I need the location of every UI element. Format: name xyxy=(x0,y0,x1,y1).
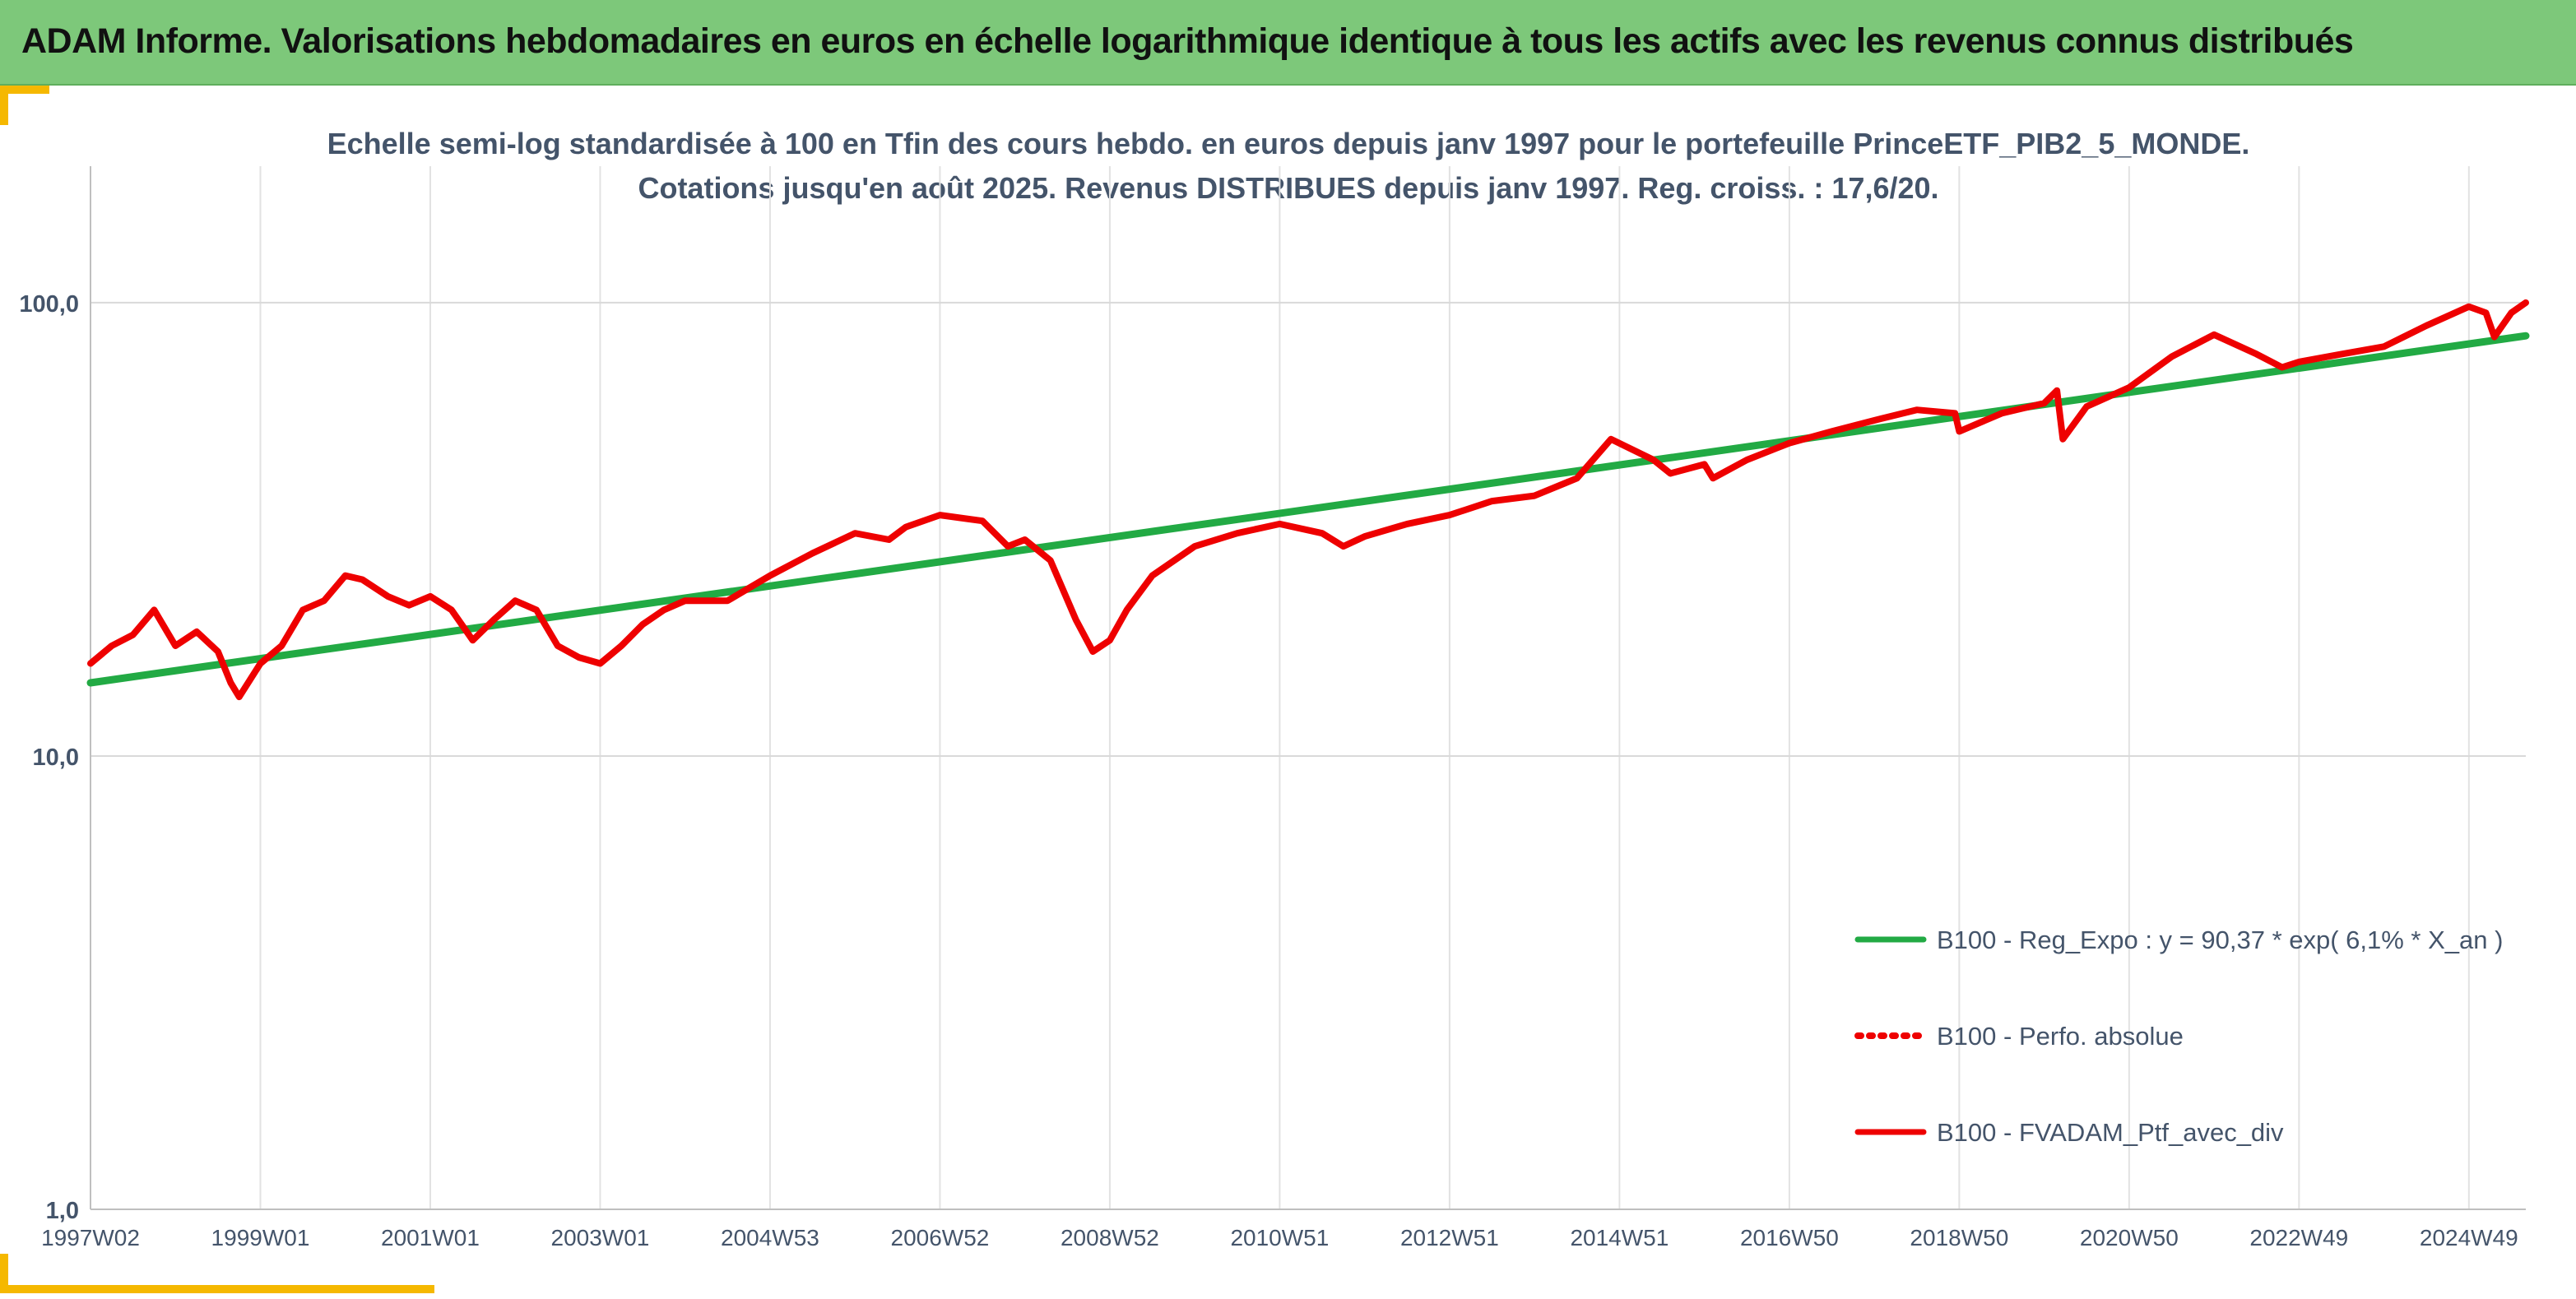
x-tick-label: 2018W50 xyxy=(1910,1225,2008,1250)
chart-svg: Echelle semi-log standardisée à 100 en T… xyxy=(19,127,2530,1250)
x-tick-label: 2004W53 xyxy=(721,1225,819,1250)
chart-title-line-2: Cotations jusqu'en août 2025. Revenus DI… xyxy=(638,171,1938,205)
legend-label-1: B100 - Reg_Expo : y = 90,37 * exp( 6,1% … xyxy=(1937,926,2503,954)
banner-title: ADAM Informe. Valorisations hebdomadaire… xyxy=(21,21,2354,61)
y-tick-label: 100,0 xyxy=(19,291,79,318)
x-tick-label: 2022W49 xyxy=(2249,1225,2348,1250)
series-line-portfolio xyxy=(87,299,2529,701)
legend-label-3: B100 - FVADAM_Ptf_avec_div xyxy=(1937,1118,2284,1147)
corner-accent-bottom-left-bar xyxy=(0,1285,434,1293)
corner-accent-top-left xyxy=(0,86,8,125)
x-tick-label: 1999W01 xyxy=(211,1225,310,1250)
y-tick-label: 1,0 xyxy=(46,1198,79,1224)
x-tick-label: 2008W52 xyxy=(1061,1225,1159,1250)
corner-accent-bottom-left xyxy=(0,1254,8,1293)
x-tick-label: 2012W51 xyxy=(1400,1225,1499,1250)
x-tick-label: 2020W50 xyxy=(2080,1225,2179,1250)
x-tick-label: 2016W50 xyxy=(1740,1225,1839,1250)
x-tick-label: 2003W01 xyxy=(551,1225,650,1250)
x-tick-label: 2024W49 xyxy=(2420,1225,2518,1250)
legend-label-2: B100 - Perfo. absolue xyxy=(1937,1022,2184,1051)
x-tick-label: 2010W51 xyxy=(1230,1225,1329,1250)
chart-title-line-1: Echelle semi-log standardisée à 100 en T… xyxy=(327,127,2250,160)
x-tick-label: 2001W01 xyxy=(381,1225,480,1250)
chart-area: Echelle semi-log standardisée à 100 en T… xyxy=(8,92,2569,1292)
y-tick-label: 10,0 xyxy=(33,745,79,771)
corner-accent-top-left-bar xyxy=(0,86,49,94)
x-tick-label: 2006W52 xyxy=(891,1225,990,1250)
x-tick-label: 2014W51 xyxy=(1570,1225,1669,1250)
series-line-regression xyxy=(86,332,2530,687)
header-banner: ADAM Informe. Valorisations hebdomadaire… xyxy=(0,0,2576,86)
x-tick-label: 1997W02 xyxy=(41,1225,140,1250)
